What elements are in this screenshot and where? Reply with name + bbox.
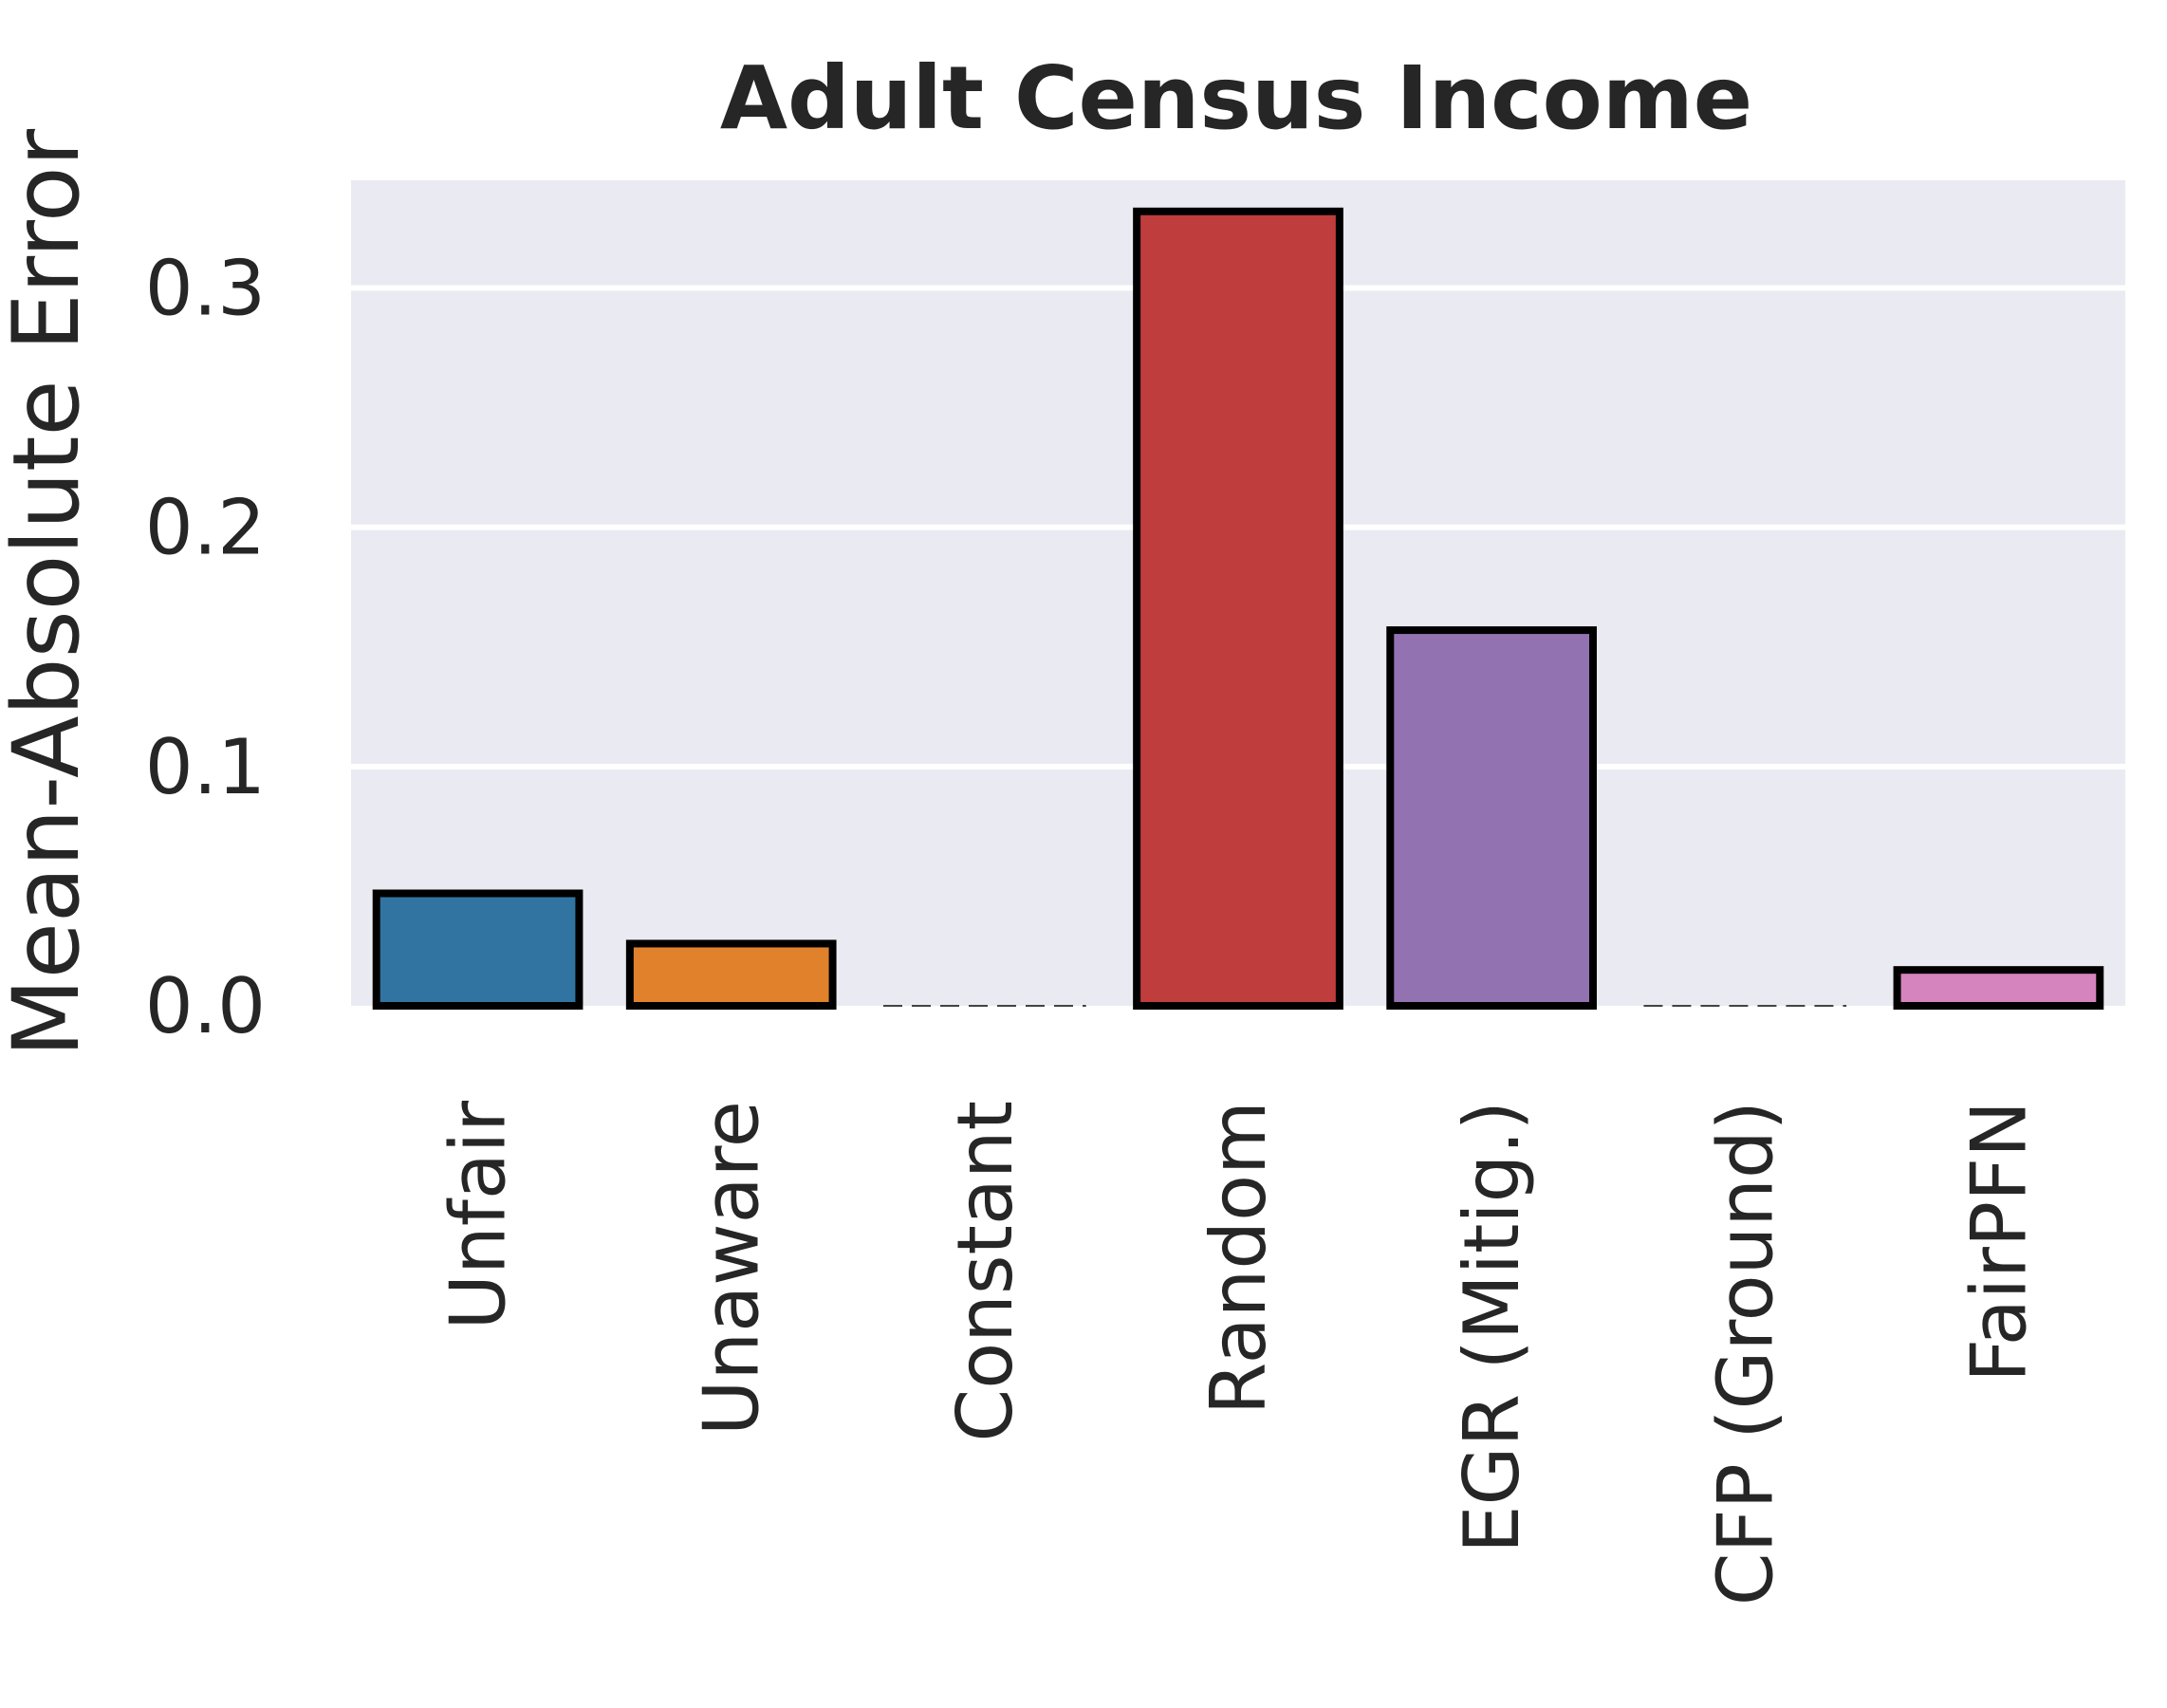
x-tick-label: Unfair (435, 1101, 523, 1330)
x-tick-label: Random (1195, 1101, 1283, 1415)
bar (372, 889, 583, 1011)
bars (372, 207, 2104, 1011)
bar (1133, 207, 1343, 1011)
chart-title: Adult Census Income (720, 47, 1752, 149)
x-tick-label: EGR (Mitig.) (1448, 1101, 1536, 1553)
x-tick-label: CFP (Ground) (1701, 1101, 1789, 1606)
x-tick-label: Unaware (688, 1101, 776, 1436)
y-tick-label: 0.1 (145, 723, 266, 811)
y-tick-label: 0.2 (145, 484, 266, 572)
x-tick-labels: Unfair Unaware Constant Random EGR (Mitig.) C… (435, 1101, 2044, 1606)
bar (1386, 626, 1598, 1011)
bar (1893, 966, 2104, 1010)
bar (625, 939, 837, 1010)
y-tick-label: 0.3 (145, 244, 266, 332)
y-axis-label: Mean-Absolute Error (0, 128, 100, 1057)
y-tick-labels: 0.0 0.1 0.2 0.3 (145, 244, 266, 1050)
x-tick-label: FairPFN (1954, 1101, 2043, 1383)
y-tick-label: 0.0 (145, 962, 266, 1050)
x-tick-label: Constant (941, 1101, 1029, 1442)
